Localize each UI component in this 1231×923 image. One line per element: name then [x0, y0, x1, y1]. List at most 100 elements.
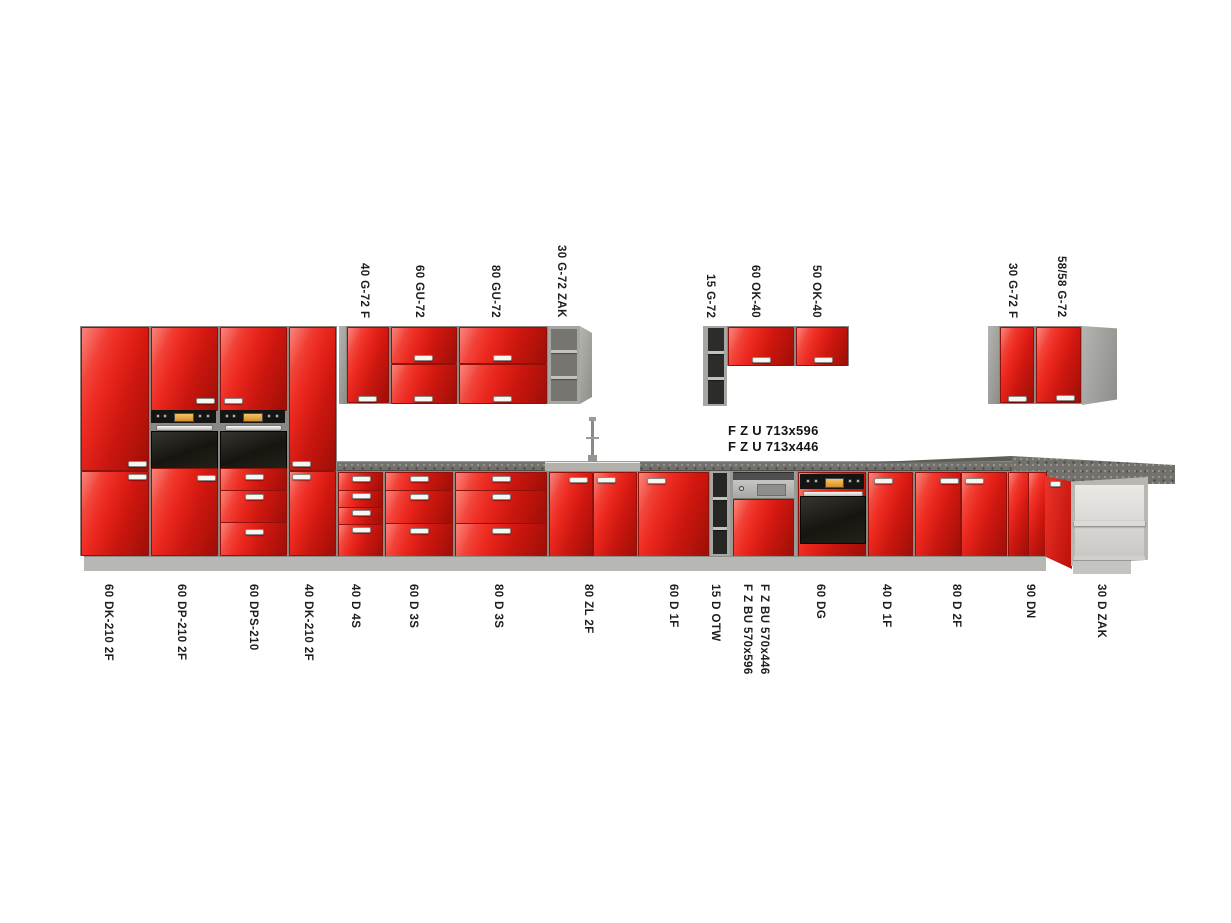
door-handle: [493, 396, 512, 402]
tall-lower-door: [151, 468, 218, 556]
oven-knob: [232, 414, 236, 418]
base-cabinet-40-d-1f: [867, 471, 914, 557]
fzu-annotation: F Z U 713x596 F Z U 713x446: [728, 423, 819, 455]
oven-glass-door: [220, 431, 287, 469]
sink-cabinet-80-zl-2f: [548, 471, 637, 557]
door-handle: [597, 477, 616, 483]
wall-door: [1000, 327, 1034, 403]
base-door: [549, 472, 593, 557]
base-door: [638, 472, 709, 557]
door-handle: [874, 478, 893, 484]
wall-label-30-g-72-f: 30 G-72 F: [1006, 262, 1018, 318]
base-label-80-d-3s: 80 D 3S: [492, 584, 504, 629]
oven-cabinet-60-dg: [797, 471, 867, 557]
base-label-40-d-4s: 40 D 4S: [349, 584, 361, 629]
faucet-lever: [586, 437, 599, 439]
base-label-60-dk-210-2f: 60 DK-210 2F: [102, 584, 114, 662]
wall-label-50-ok-40: 50 OK-40: [810, 264, 822, 318]
wall-label-58-58-g-72: 58/58 G-72: [1055, 256, 1067, 318]
faucet-spout: [589, 417, 596, 421]
wall-open-shelf-15-g-72: [703, 326, 727, 406]
dishwasher-control-panel: [733, 480, 794, 499]
door-handle: [224, 398, 243, 404]
base-door: [868, 472, 913, 557]
shelf: [708, 377, 724, 380]
wall-cabinet-60-gu-72: [390, 326, 458, 404]
corner-angled-door: [1045, 475, 1072, 570]
cabinet-side: [730, 471, 733, 556]
wall-label-40-g-72-f: 40 G-72 F: [358, 262, 370, 318]
oven-knob: [848, 479, 852, 483]
drawer-handle: [245, 474, 264, 480]
sink: [545, 462, 640, 471]
base-door: [1008, 472, 1029, 557]
wall-label-15-g-72: 15 G-72: [704, 273, 716, 318]
oven-knob: [806, 479, 810, 483]
door-handle: [1050, 481, 1061, 487]
door-handle: [1056, 395, 1075, 401]
shelf: [1074, 521, 1145, 526]
drawer-handle: [492, 476, 511, 482]
built-in-oven-control-panel: [151, 410, 216, 423]
tall-upper-door: [81, 327, 149, 471]
tall-upper-door: [289, 327, 336, 471]
dishwasher-f-z-bu: [730, 471, 797, 557]
base-open-shelf-15-d-otw: [710, 471, 730, 556]
door-handle: [414, 355, 433, 361]
oven-knob: [206, 414, 210, 418]
built-in-oven-control-panel: [800, 474, 864, 489]
base-door: [1028, 472, 1047, 557]
oven-housing-60-dp-210-2f: [150, 326, 219, 556]
drawer-handle: [245, 494, 264, 500]
fzu-line2: F Z U 713x446: [728, 439, 819, 454]
door-handle: [292, 461, 311, 467]
fzu-line1: F Z U 713x596: [728, 423, 819, 438]
drawer-handle: [492, 528, 511, 534]
oven-display: [174, 413, 194, 422]
door-handle: [1008, 396, 1027, 402]
shelf: [1074, 556, 1145, 560]
corner-plinth: [1073, 560, 1131, 574]
tall-cabinet-40-dk-210-2f: [288, 326, 337, 556]
base-door: [961, 472, 1007, 557]
base-label-80-zl-2f: 80 ZL 2F: [582, 584, 594, 634]
wall-side-panel: [988, 326, 999, 404]
tall-lower-door: [81, 471, 149, 556]
drawer-handle: [352, 493, 371, 499]
wall-open-shelf-30-g-72-zak: [548, 326, 580, 404]
base-label-fzbu-446: F Z BU 570x446: [758, 584, 770, 675]
drawer-handle: [352, 527, 371, 533]
base-door: [593, 472, 637, 557]
wall-label-60-gu-72: 60 GU-72: [413, 264, 425, 318]
drawer-handle: [352, 510, 371, 516]
wall-cabinet-40-g-72-f: [346, 326, 390, 404]
base-open-shelf-30-d-zak: [1071, 477, 1148, 566]
wall-label-30-g-72-zak: 30 G-72 ZAK: [555, 245, 567, 318]
wall-cabinet-60-ok-40: [727, 326, 795, 366]
door-handle: [128, 461, 147, 467]
wall-cabinet-58-58-g-72: [1035, 326, 1082, 404]
oven-display: [243, 413, 263, 422]
shelf: [713, 497, 727, 500]
base-label-60-d-3s: 60 D 3S: [407, 584, 419, 629]
oven-handle-bar: [225, 425, 282, 431]
base-cabinet-60-d-3s: [384, 471, 454, 557]
oven-display: [825, 478, 844, 488]
faucet-base: [588, 455, 597, 462]
tall-upper-door: [220, 327, 287, 411]
wall-side-panel: [339, 326, 346, 404]
tall-lower-door: [289, 471, 336, 556]
drawer-front: [220, 522, 287, 556]
wall-cabinet-50-ok-40: [795, 326, 849, 366]
wall-label-60-ok-40: 60 OK-40: [749, 264, 761, 318]
base-cabinet-60-d-1f: [637, 471, 710, 557]
door-handle: [128, 474, 147, 480]
door-handle: [414, 396, 433, 402]
wall-door: [347, 327, 389, 403]
base-cabinet-40-d-4s: [337, 471, 384, 557]
cabinet-side: [794, 471, 797, 556]
shelf: [713, 527, 727, 530]
drawer-front: [338, 490, 383, 508]
oven-knob: [198, 414, 202, 418]
